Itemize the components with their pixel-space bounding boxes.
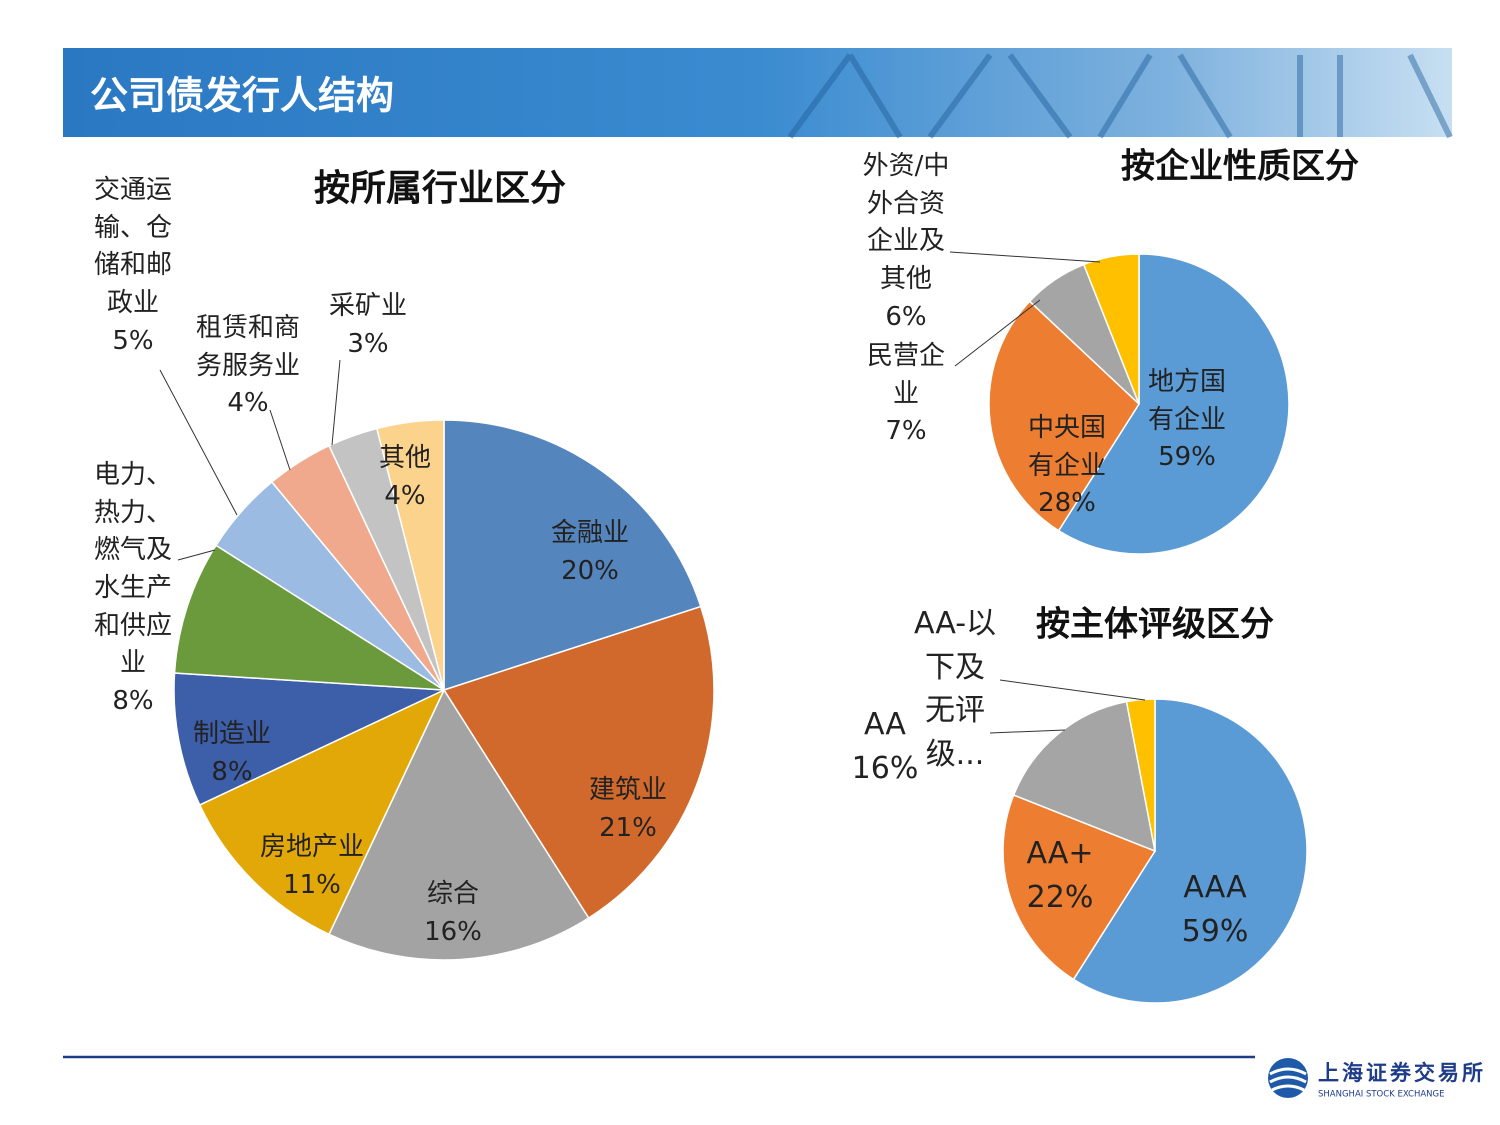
- pie-slice: [1072, 698, 1308, 1004]
- category-label: 租赁和商务服务业: [195, 313, 300, 381]
- slide-title: 公司债发行人结构: [90, 74, 394, 118]
- chart-title: 按企业性质区分: [1121, 147, 1359, 187]
- pie-slice: [173, 544, 445, 691]
- pie-slice: [988, 300, 1140, 532]
- leader-line: [177, 549, 216, 561]
- value-label: 16%: [424, 916, 482, 947]
- value-label: 8%: [211, 756, 253, 787]
- slice-label: 中央国有企业 28%: [1025, 410, 1108, 523]
- pie-slice: [1082, 253, 1140, 405]
- category-label: 中央国有企业: [1027, 413, 1106, 481]
- value-label: 4%: [384, 480, 426, 511]
- value-label: 59%: [1181, 913, 1249, 949]
- slice-label: AA-以下及无评级...: [913, 602, 997, 776]
- value-label: 22%: [1026, 879, 1094, 915]
- slice-label: 其他 4%: [301, 440, 509, 515]
- category-label: AA-以下及无评级...: [913, 606, 997, 772]
- pie-slice: [198, 688, 446, 936]
- chart-title: 按所属行业区分: [314, 168, 566, 209]
- slice-label: 建筑业 21%: [524, 772, 732, 847]
- leader-line: [269, 409, 291, 471]
- pie-slice: [1002, 794, 1157, 981]
- category-label: 外资/中外合资企业及其他: [862, 151, 950, 295]
- chart-title: 按主体评级区分: [1036, 605, 1274, 645]
- value-label: 3%: [347, 328, 389, 359]
- slice-label: 电力、热力、燃气及水生产和供应业 8%: [91, 457, 174, 721]
- slice-label: AA 16%: [846, 703, 924, 790]
- category-label: AAA: [1183, 870, 1247, 905]
- slice-label: 采矿业 3%: [313, 288, 422, 363]
- slice-label: 房地产业 11%: [208, 829, 416, 904]
- pie-slice: [442, 605, 715, 920]
- value-label: 21%: [599, 812, 657, 843]
- category-label: 民营企业: [866, 341, 945, 409]
- pie-slice: [328, 688, 590, 961]
- slice-label: 制造业 8%: [128, 716, 336, 791]
- value-label: 7%: [885, 416, 927, 447]
- category-label: 采矿业: [328, 291, 407, 321]
- slice-label: AA+ 22%: [1015, 832, 1105, 919]
- value-label: 20%: [561, 555, 619, 586]
- header-decoration: [787, 53, 1453, 139]
- category-label: 房地产业: [259, 832, 364, 862]
- value-label: 4%: [227, 388, 269, 419]
- logo-name: 上海证券交易所: [1318, 1061, 1486, 1085]
- leader-line: [999, 679, 1146, 701]
- header-band: [63, 48, 1452, 137]
- value-label: 5%: [112, 325, 154, 356]
- pie-slice: [1057, 253, 1290, 555]
- value-label: 16%: [851, 750, 919, 786]
- category-label: 交通运输、仓储和邮政业: [93, 175, 172, 319]
- category-label: 地方国有企业: [1147, 367, 1226, 435]
- category-label: 制造业: [192, 719, 271, 749]
- slice-label: 地方国有企业 59%: [1145, 364, 1228, 477]
- category-label: 其他: [378, 443, 431, 473]
- slice-label: 交通运输、仓储和邮政业 5%: [91, 172, 174, 360]
- category-label: AA+: [1026, 836, 1094, 871]
- pie-slice: [443, 419, 702, 692]
- slice-label: 综合 16%: [349, 876, 557, 951]
- pie-slice: [375, 419, 445, 691]
- leader-line: [331, 359, 341, 446]
- pie-slice: [173, 672, 445, 806]
- leader-line: [989, 729, 1066, 734]
- category-label: 建筑业: [588, 775, 667, 805]
- value-label: 11%: [283, 869, 341, 900]
- leader-line: [954, 299, 1041, 367]
- value-label: 28%: [1038, 488, 1096, 519]
- slice-label: 金融业 20%: [486, 515, 694, 590]
- logo-icon: [1268, 1058, 1308, 1098]
- category-label: 电力、热力、燃气及水生产和供应业: [93, 460, 172, 679]
- category-label: 综合: [426, 879, 479, 909]
- pie-slice: [1012, 700, 1156, 853]
- slice-label: 民营企业 7%: [864, 338, 947, 451]
- leader-line: [949, 251, 1101, 263]
- slice-label: 租赁和商务服务业 4%: [193, 310, 302, 423]
- value-label: 6%: [885, 301, 927, 332]
- category-label: 金融业: [550, 518, 629, 548]
- value-label: 59%: [1158, 442, 1216, 473]
- value-label: 8%: [112, 686, 154, 717]
- logo-subtitle: SHANGHAI STOCK EXCHANGE: [1318, 1090, 1444, 1100]
- slice-label: AAA 59%: [1170, 866, 1260, 953]
- category-label: AA: [864, 707, 906, 742]
- slice-label: 外资/中外合资企业及其他 6%: [862, 148, 950, 336]
- leader-line: [159, 369, 238, 516]
